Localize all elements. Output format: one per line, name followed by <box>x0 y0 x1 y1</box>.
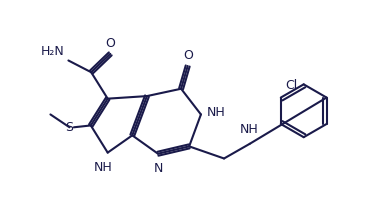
Text: H₂N: H₂N <box>41 45 65 57</box>
Text: O: O <box>105 37 115 50</box>
Text: NH: NH <box>206 106 225 119</box>
Text: NH: NH <box>94 161 113 174</box>
Text: Cl: Cl <box>285 79 298 92</box>
Text: NH: NH <box>240 123 258 136</box>
Text: O: O <box>183 49 193 62</box>
Text: N: N <box>153 162 162 175</box>
Text: S: S <box>66 121 73 134</box>
